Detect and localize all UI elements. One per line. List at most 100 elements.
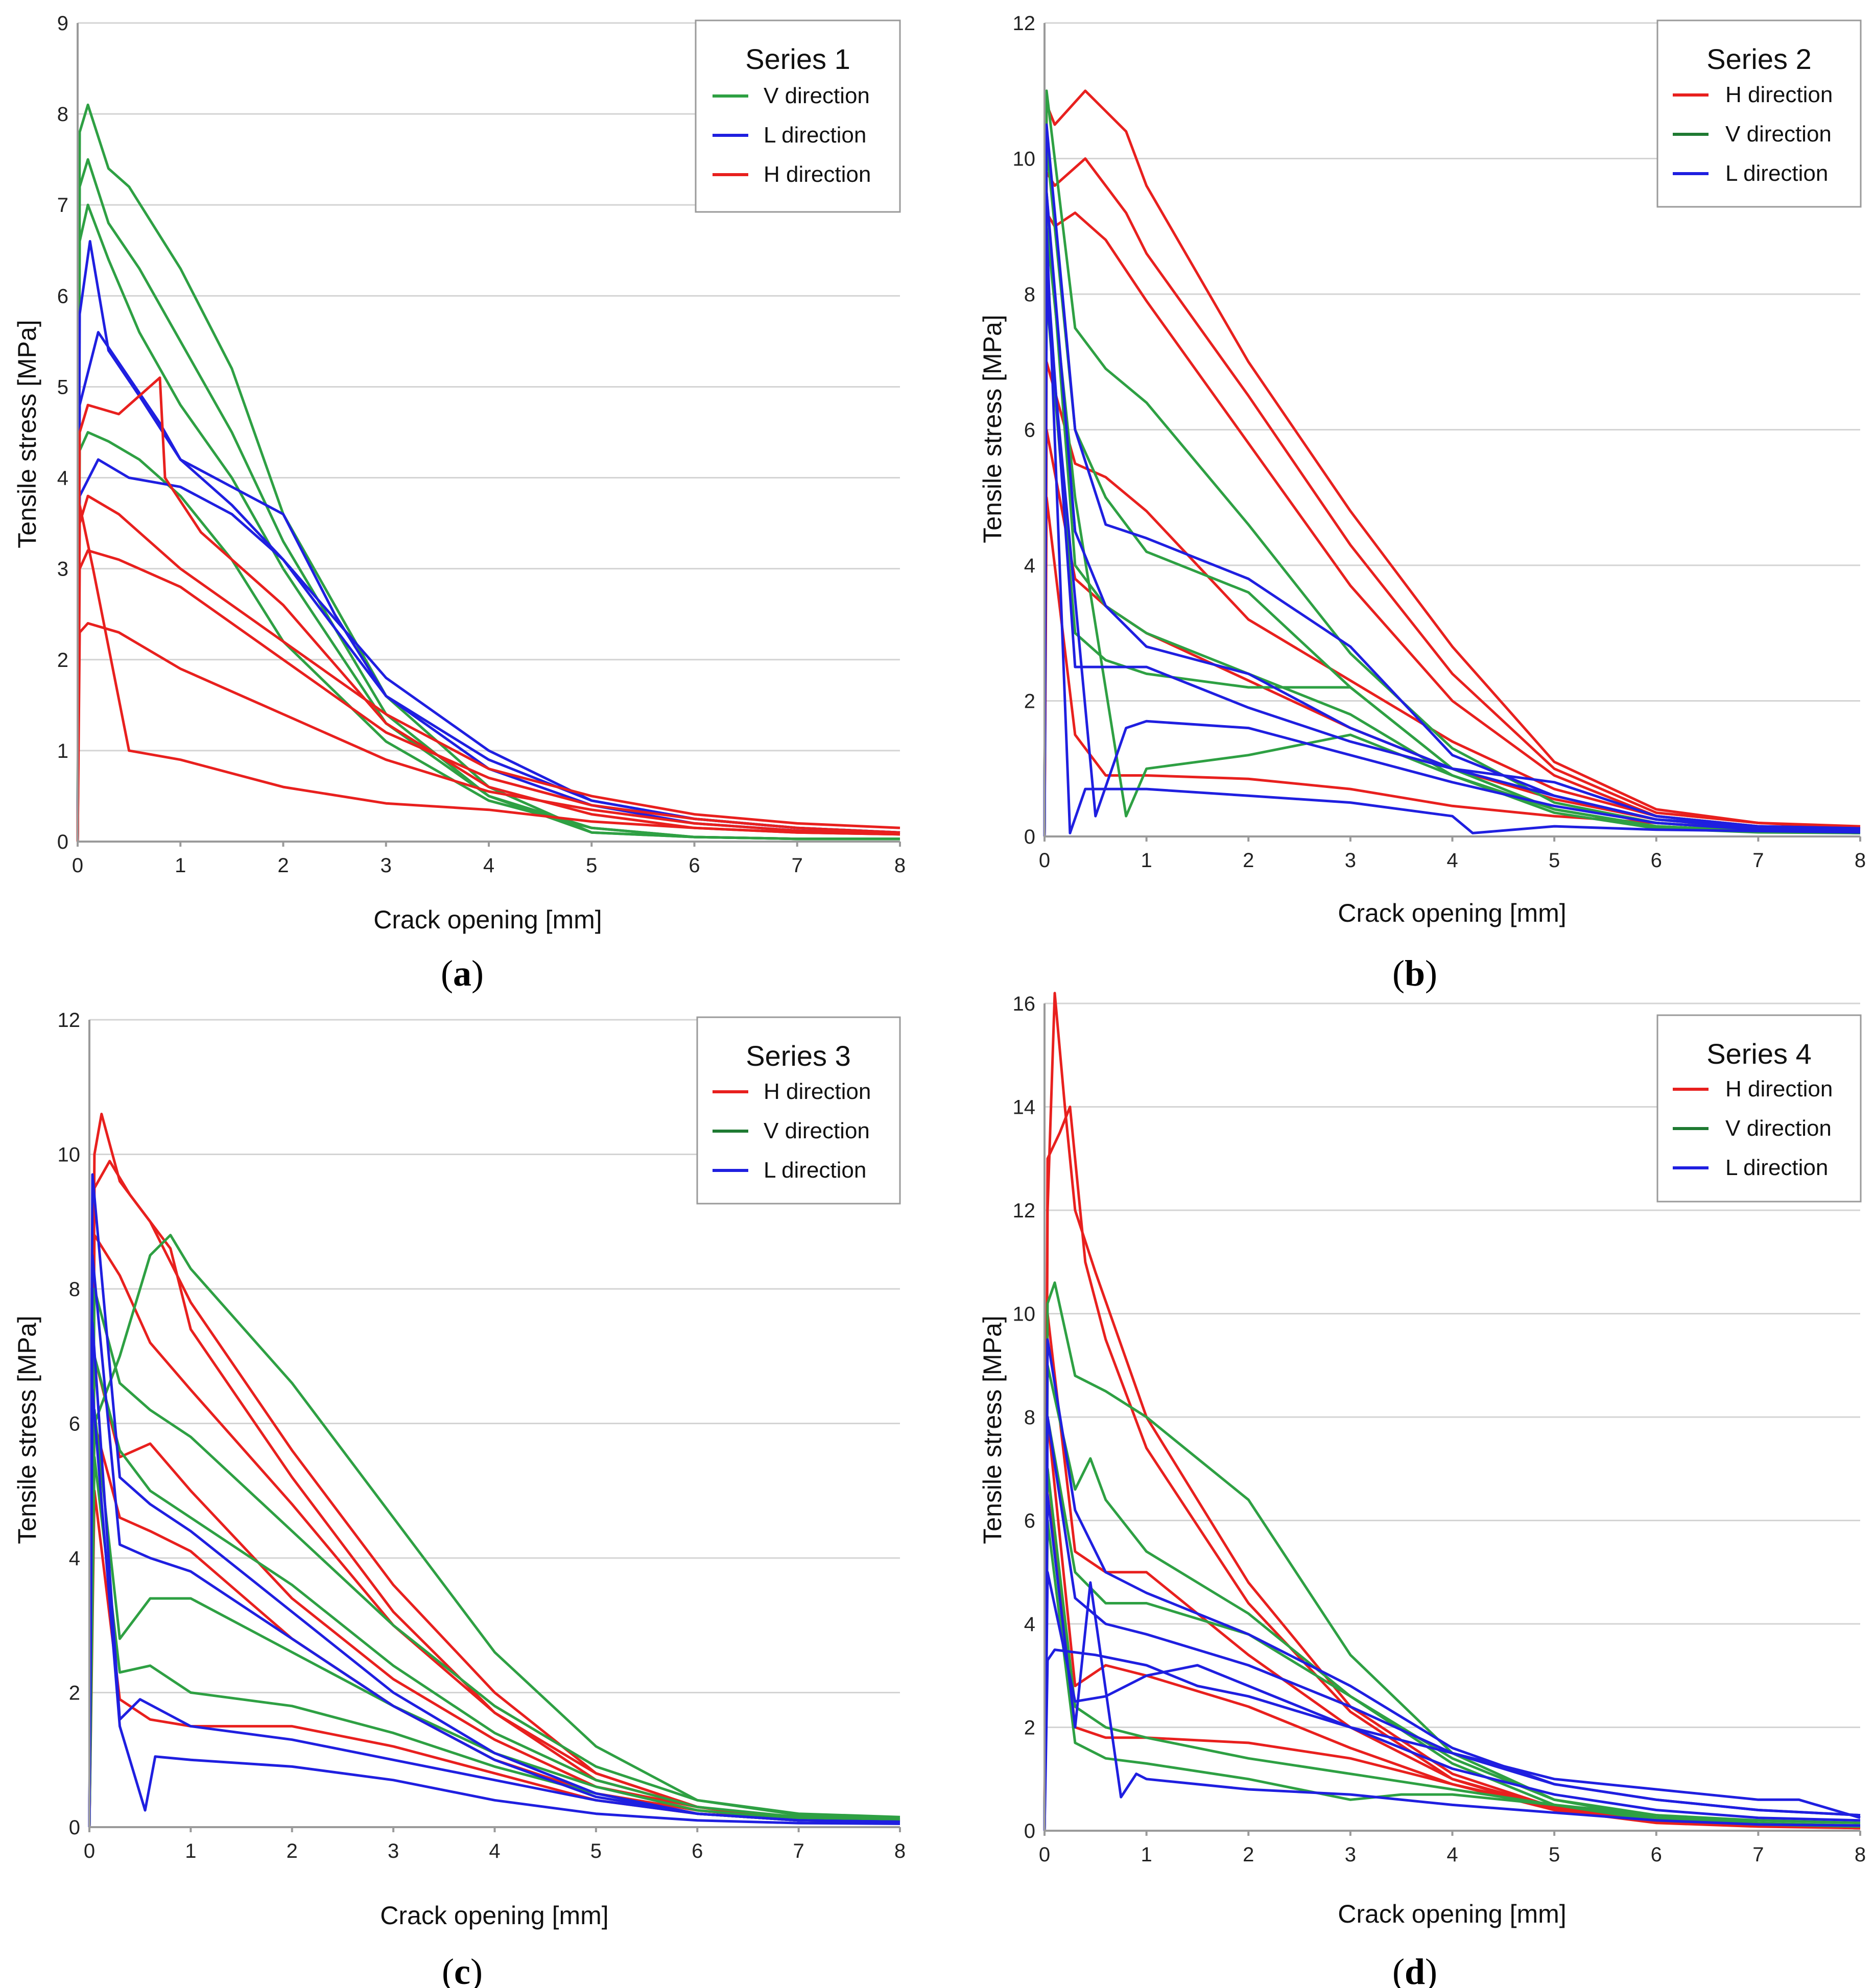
panel-d-legend-label-l: L direction (1725, 1155, 1828, 1180)
panel-d-y-tick-label: 10 (1013, 1303, 1036, 1326)
panel-a-y-axis-title: Tensile stress [MPa] (13, 320, 41, 548)
panel-b-y-tick-label: 10 (1013, 148, 1036, 171)
panel-b-legend-label-h: H direction (1725, 82, 1833, 107)
panel-c-label: (c) (442, 1951, 483, 1988)
panel-b-series-l-15 (1043, 225, 1861, 837)
panel-d-series-v-9 (1043, 1519, 1861, 1831)
panel-label-letter: a (453, 953, 471, 994)
panel-d-legend-label-h: H direction (1725, 1076, 1833, 1101)
panel-d-x-tick-label: 2 (1243, 1843, 1254, 1866)
panel-c-x-tick-label: 2 (287, 1840, 298, 1862)
panel-a-y-tick-label: 8 (57, 103, 68, 126)
panel-label-paren-close: ) (1425, 1951, 1437, 1988)
panel-b-series-h-0 (1043, 89, 1861, 837)
panel-b-legend-title: Series 2 (1706, 43, 1811, 75)
panel-d-label: (d) (1392, 1951, 1437, 1988)
panel-a-series-h-10 (76, 622, 900, 842)
panel-c-x-tick-label: 6 (692, 1840, 703, 1862)
panel-a-series-h-7 (76, 376, 900, 842)
panel-c-y-tick-label: 4 (69, 1547, 80, 1570)
panel-d-series-l-12 (1043, 1648, 1861, 1831)
panel-b-x-tick-label: 8 (1855, 849, 1866, 872)
panel-c-y-tick-label: 0 (69, 1816, 80, 1839)
panel-d-x-tick-label: 7 (1752, 1843, 1764, 1866)
panel-d-legend: Series 4 H direction V direction L directi… (1656, 1014, 1862, 1203)
panel-b-y-tick-label: 12 (1013, 12, 1036, 35)
panel-c-x-tick-label: 5 (590, 1840, 602, 1862)
panel-c-y-tick-label: 6 (69, 1413, 80, 1435)
panel-a-axes (77, 23, 901, 847)
panel-b-series (1043, 89, 1861, 837)
panel-label-paren-open: ( (1392, 953, 1405, 994)
panel-c-series-h-0 (88, 1112, 900, 1828)
panel-d-y-axis-title: Tensile stress [MPa] (978, 1315, 1007, 1544)
panel-a-x-tick-label: 7 (792, 854, 803, 877)
panel-d-y-tick-label: 16 (1013, 993, 1036, 1015)
panel-d-x-axis-title: Crack opening [mm] (1338, 1900, 1566, 1928)
panel-d-x-tick-label: 3 (1345, 1843, 1356, 1866)
panel-c-series-h-3 (88, 1355, 900, 1828)
panel-d-y-tick-label: 6 (1024, 1510, 1035, 1532)
panel-b-x-tick-label: 7 (1752, 849, 1764, 872)
panel-d-x-tick-label: 4 (1446, 1843, 1458, 1866)
panel-a-series-v-0 (76, 103, 900, 842)
panel-b-y-axis-title: Tensile stress [MPa] (978, 315, 1007, 543)
panel-a: 0 1 2 3 4 5 6 7 8 9 0 1 2 3 4 5 6 7 8 Crack opening [mm] T… (13, 12, 906, 994)
panel-a-y-tick-label: 9 (57, 12, 68, 35)
panel-b-series-v-8 (1043, 191, 1861, 837)
panel-c-series-v-9 (88, 1408, 900, 1828)
panel-a-ticks: 0 1 2 3 4 5 6 7 8 9 0 1 2 3 4 5 6 7 8 (57, 12, 906, 877)
panel-d-y-tick-label: 14 (1013, 1096, 1036, 1119)
panel-b-series-l-12 (1043, 191, 1861, 837)
panel-d-legend-box (1656, 1014, 1862, 1203)
panel-d-series-h-1 (1043, 1106, 1861, 1831)
panel-b-y-tick-label: 0 (1024, 826, 1035, 848)
panel-b-series-l-13 (1043, 259, 1861, 837)
panel-a-y-tick-label: 1 (57, 740, 68, 762)
panel-b-series-h-5 (1043, 496, 1861, 837)
panel-c-legend-items: H direction V direction L direction (713, 1079, 871, 1183)
panel-b-y-tick-label: 2 (1024, 690, 1035, 713)
panel-d-legend-title: Series 4 (1706, 1038, 1811, 1070)
panel-a-legend-label-h: H direction (764, 162, 871, 187)
panel-c-y-tick-label: 12 (58, 1009, 81, 1032)
panel-b-series-l-11 (1043, 123, 1861, 837)
panel-a-series (76, 103, 900, 842)
panel-a-y-tick-label: 0 (57, 831, 68, 853)
panel-label-paren-open: ( (1392, 1951, 1405, 1988)
panel-c-series-v-8 (88, 1355, 900, 1828)
panel-a-series-l-5 (76, 331, 900, 842)
panel-a-y-tick-label: 3 (57, 558, 68, 581)
panel-a-x-axis-title: Crack opening [mm] (373, 905, 602, 934)
panel-label-paren-close: ) (470, 1951, 483, 1988)
panel-c-y-tick-label: 8 (69, 1278, 80, 1301)
panel-b-x-tick-label: 0 (1039, 849, 1050, 872)
panel-b-y-tick-label: 6 (1024, 419, 1035, 442)
panel-a-x-tick-label: 6 (689, 854, 700, 877)
panel-a-legend-label-l: L direction (764, 123, 866, 148)
panel-d-y-tick-label: 2 (1024, 1717, 1035, 1739)
panel-d-y-tick-label: 12 (1013, 1200, 1036, 1222)
panel-c-legend: Series 3 H direction V direction L directi… (696, 1016, 901, 1205)
panel-c-x-axis-title: Crack opening [mm] (380, 1901, 608, 1930)
panel-c-axes (88, 1020, 901, 1832)
panel-c-legend-title: Series 3 (746, 1040, 850, 1072)
panel-a-series-h-9 (76, 549, 900, 842)
panel-c-series-l-13 (88, 1321, 900, 1828)
panel-label-letter: b (1405, 953, 1425, 994)
panel-b-x-tick-label: 3 (1345, 849, 1356, 872)
panel-label-letter: c (454, 1951, 470, 1988)
panel-c-x-tick-label: 0 (84, 1840, 95, 1862)
panel-d-x-tick-label: 1 (1141, 1843, 1152, 1866)
panel-d-axes (1043, 1003, 1861, 1836)
panel-b-x-axis-title: Crack opening [mm] (1338, 899, 1566, 927)
panel-a-y-tick-label: 2 (57, 649, 68, 672)
panel-a-series-h-8 (76, 494, 900, 842)
panel-d-y-tick-label: 0 (1024, 1820, 1035, 1842)
panel-c-series-v-7 (88, 1287, 900, 1828)
panel-a-series-l-6 (76, 458, 900, 842)
